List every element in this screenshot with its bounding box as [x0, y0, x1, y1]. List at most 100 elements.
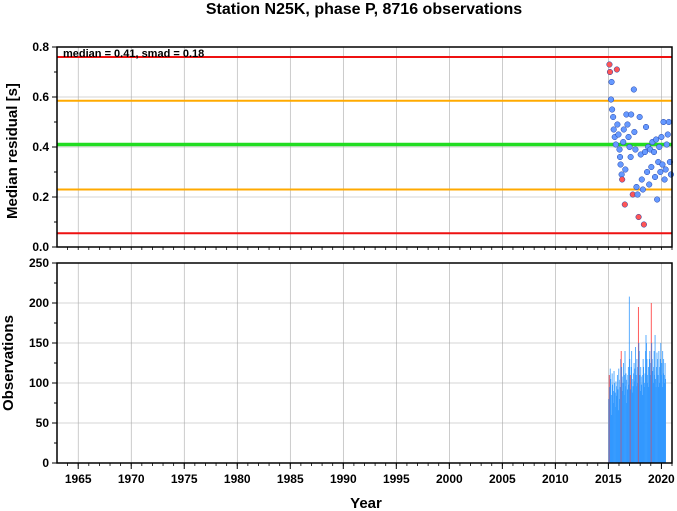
- scatter-point: [625, 133, 632, 141]
- observation-bar: [654, 375, 655, 463]
- observation-bar: [616, 375, 618, 463]
- scatter-point: [659, 161, 666, 168]
- bottom-ylabel: Observations: [0, 315, 17, 411]
- observation-bar: [614, 383, 615, 463]
- observation-bar: [626, 389, 628, 463]
- scatter-point: [620, 126, 627, 133]
- observation-bar: [626, 379, 627, 463]
- observation-bar: [627, 375, 629, 463]
- top-ytick-label: 0.0: [32, 240, 49, 254]
- observation-bar: [617, 410, 619, 463]
- scatter-point: [608, 78, 615, 86]
- observation-bar: [620, 359, 622, 463]
- scatter-point: [626, 143, 633, 151]
- scatter-point: [660, 118, 667, 126]
- scatter-point: [612, 141, 619, 148]
- observation-bar: [624, 351, 626, 463]
- observation-bar: [621, 376, 623, 463]
- scatter-point: [606, 61, 613, 68]
- scatter-point: [653, 136, 660, 143]
- scatter-point: [622, 166, 629, 173]
- observation-bar: [619, 399, 621, 463]
- scatter-point: [638, 176, 645, 183]
- observation-bar: [658, 351, 660, 463]
- observation-bar: [639, 391, 641, 463]
- scatter-point: [656, 143, 663, 151]
- observation-bar: [652, 371, 654, 463]
- bottom-ytick-label: 50: [36, 416, 50, 430]
- scatter-point: [664, 131, 671, 138]
- observation-bar: [636, 359, 638, 463]
- scatter-point: [630, 86, 637, 93]
- bottom-xtick-label: 2005: [489, 472, 516, 486]
- scatter-point: [648, 163, 655, 171]
- scatter-point: [620, 138, 627, 146]
- observation-bar: [631, 379, 633, 463]
- bottom-ytick-label: 150: [29, 336, 49, 350]
- observation-bar: [655, 387, 657, 463]
- observation-bar: [634, 368, 636, 463]
- observation-bar: [633, 373, 634, 463]
- observation-bar: [635, 375, 637, 463]
- observation-bar: [612, 403, 614, 463]
- observation-bar: [641, 384, 643, 463]
- observation-bar: [637, 307, 639, 463]
- observation-bar: [663, 359, 665, 463]
- observation-bar: [629, 375, 631, 463]
- observation-bar: [663, 383, 665, 463]
- observation-bar: [610, 395, 612, 463]
- observation-bar: [633, 363, 635, 463]
- observation-bar: [657, 359, 658, 463]
- observation-bar: [639, 375, 641, 463]
- observation-bar: [625, 386, 626, 463]
- scatter-point: [663, 141, 670, 148]
- top-ytick-label: 0.2: [32, 190, 49, 204]
- observation-bar: [656, 352, 658, 463]
- observation-bar: [640, 367, 642, 463]
- observation-bar: [630, 367, 632, 463]
- observation-bar: [618, 379, 620, 463]
- bottom-panel: 0 50 100 150 200 250 1965 1970 1975 1980 1985 1990 1…: [29, 256, 675, 486]
- bottom-xtick-label: 1985: [277, 472, 304, 486]
- scatter-point: [606, 68, 614, 76]
- observation-bar: [641, 395, 643, 463]
- top-ytick-label: 0.8: [32, 40, 49, 54]
- top-frame: [56, 46, 673, 248]
- observation-bar: [646, 359, 648, 463]
- scatter-point: [610, 126, 617, 133]
- observation-bar: [661, 363, 663, 463]
- scatter-point: [616, 146, 623, 153]
- observation-bar: [623, 363, 624, 463]
- scatter-point: [654, 196, 661, 203]
- observation-bar: [658, 387, 659, 463]
- observation-bar: [657, 375, 659, 463]
- bottom-ytick-label: 200: [29, 296, 49, 310]
- observation-bar: [608, 375, 610, 463]
- observation-bar: [621, 367, 623, 463]
- scatter-point: [628, 111, 635, 118]
- scatter-point: [635, 213, 642, 221]
- observation-bar: [628, 296, 630, 463]
- bottom-xtick-label: 1980: [224, 472, 251, 486]
- observation-bar: [609, 387, 611, 463]
- bottom-xtick-label: 1965: [65, 472, 92, 486]
- scatter-point: [667, 171, 674, 178]
- observation-bar: [616, 386, 617, 463]
- observation-bar: [653, 351, 655, 463]
- scatter-point: [658, 133, 665, 141]
- observation-bar: [631, 351, 633, 463]
- bottom-xtick-label: 1975: [171, 472, 198, 486]
- observation-bar: [620, 351, 622, 463]
- scatter-point: [627, 153, 634, 161]
- observation-bar: [653, 367, 655, 463]
- observation-bar: [617, 389, 619, 463]
- bottom-xlabel: Year: [350, 495, 382, 511]
- observation-bar: [664, 375, 666, 463]
- observation-bar: [662, 351, 664, 463]
- observation-bar: [654, 335, 656, 463]
- observation-bar: [627, 367, 629, 463]
- observation-bar: [651, 343, 653, 463]
- bottom-xtick-label: 2015: [595, 472, 622, 486]
- observation-bar: [613, 371, 615, 463]
